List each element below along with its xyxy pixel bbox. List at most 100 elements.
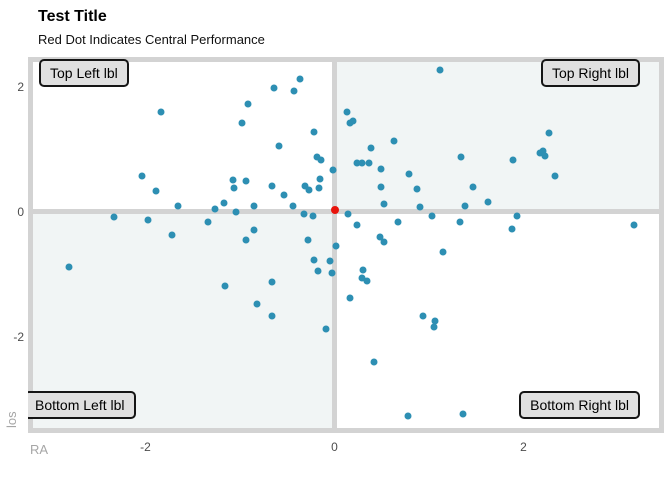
data-point xyxy=(346,119,354,127)
data-point xyxy=(301,182,309,190)
data-point xyxy=(157,108,165,116)
data-point xyxy=(346,294,354,302)
data-point xyxy=(405,170,413,178)
data-point xyxy=(138,172,146,180)
data-point xyxy=(304,236,312,244)
data-point xyxy=(220,199,228,207)
quadrant-label-top-left: Top Left lbl xyxy=(39,59,129,87)
data-point xyxy=(204,218,212,226)
data-point xyxy=(365,159,373,167)
data-point xyxy=(310,128,318,136)
data-point xyxy=(394,218,402,226)
data-point xyxy=(431,317,439,325)
data-point xyxy=(317,156,325,164)
data-point xyxy=(436,66,444,74)
data-point xyxy=(110,213,118,221)
x-axis-title: RA xyxy=(30,442,49,457)
data-point xyxy=(416,203,424,211)
data-point xyxy=(508,225,516,233)
data-point xyxy=(430,323,438,331)
data-point xyxy=(242,177,250,185)
data-point xyxy=(314,267,322,275)
data-point xyxy=(296,75,304,83)
data-point xyxy=(377,183,385,191)
data-point xyxy=(551,172,559,180)
data-point xyxy=(315,184,323,192)
x-axis-tick-label: -2 xyxy=(140,440,151,454)
data-point xyxy=(413,185,421,193)
data-point xyxy=(238,119,246,127)
panel-border-left xyxy=(28,57,33,433)
quadrant-label-bottom-right: Bottom Right lbl xyxy=(519,391,640,419)
data-point xyxy=(268,182,276,190)
data-point xyxy=(484,198,492,206)
data-point xyxy=(168,231,176,239)
data-point xyxy=(461,202,469,210)
data-point xyxy=(250,226,258,234)
data-point xyxy=(459,410,467,418)
data-point xyxy=(309,212,317,220)
data-point xyxy=(358,159,366,167)
data-point xyxy=(211,205,219,213)
data-point xyxy=(229,176,237,184)
data-point xyxy=(344,210,352,218)
plot-panel: Top Left lbl Top Right lbl Bottom Left l… xyxy=(28,57,664,433)
data-point xyxy=(152,187,160,195)
data-point xyxy=(244,100,252,108)
data-point xyxy=(270,84,278,92)
data-point xyxy=(232,208,240,216)
data-point xyxy=(326,257,334,265)
data-point xyxy=(280,191,288,199)
data-point xyxy=(305,186,313,194)
data-point xyxy=(349,117,357,125)
data-point xyxy=(290,87,298,95)
panel-border-right xyxy=(659,57,664,433)
data-point xyxy=(630,221,638,229)
data-point xyxy=(370,358,378,366)
data-point xyxy=(541,152,549,160)
data-point xyxy=(545,129,553,137)
data-point xyxy=(428,212,436,220)
data-point xyxy=(313,153,321,161)
data-point xyxy=(358,274,366,282)
data-point xyxy=(289,202,297,210)
data-point xyxy=(322,325,330,333)
y-axis-title: los xyxy=(4,411,19,428)
y-axis-tick-label: -2 xyxy=(13,330,24,344)
data-point xyxy=(230,184,238,192)
data-point xyxy=(221,282,229,290)
chart-subtitle: Red Dot Indicates Central Performance xyxy=(38,32,265,47)
data-point xyxy=(390,137,398,145)
data-point xyxy=(380,200,388,208)
data-point xyxy=(144,216,152,224)
x-axis-tick-label: 2 xyxy=(520,440,527,454)
data-point xyxy=(363,277,371,285)
central-performance-point xyxy=(331,206,340,215)
data-point xyxy=(539,147,547,155)
data-point xyxy=(469,183,477,191)
quadrant-label-bottom-left: Bottom Left lbl xyxy=(28,391,136,419)
data-point xyxy=(367,144,375,152)
x-axis-tick-label: 0 xyxy=(331,440,338,454)
data-point xyxy=(380,238,388,246)
data-point xyxy=(242,236,250,244)
panel-border-top xyxy=(28,57,664,62)
data-point xyxy=(419,312,427,320)
y-axis-tick-label: 0 xyxy=(17,205,24,219)
quadrant-label-top-right: Top Right lbl xyxy=(540,59,640,87)
data-point xyxy=(300,210,308,218)
chart-title: Test Title xyxy=(38,8,107,25)
data-point xyxy=(328,269,336,277)
data-point xyxy=(359,266,367,274)
data-point xyxy=(174,202,182,210)
data-point xyxy=(353,159,361,167)
data-point xyxy=(509,156,517,164)
data-point xyxy=(268,312,276,320)
data-point xyxy=(376,233,384,241)
data-point xyxy=(275,142,283,150)
y-axis-tick-label: 2 xyxy=(17,80,24,94)
data-point xyxy=(343,108,351,116)
data-point xyxy=(536,149,544,157)
panel-border-bottom xyxy=(28,428,664,433)
